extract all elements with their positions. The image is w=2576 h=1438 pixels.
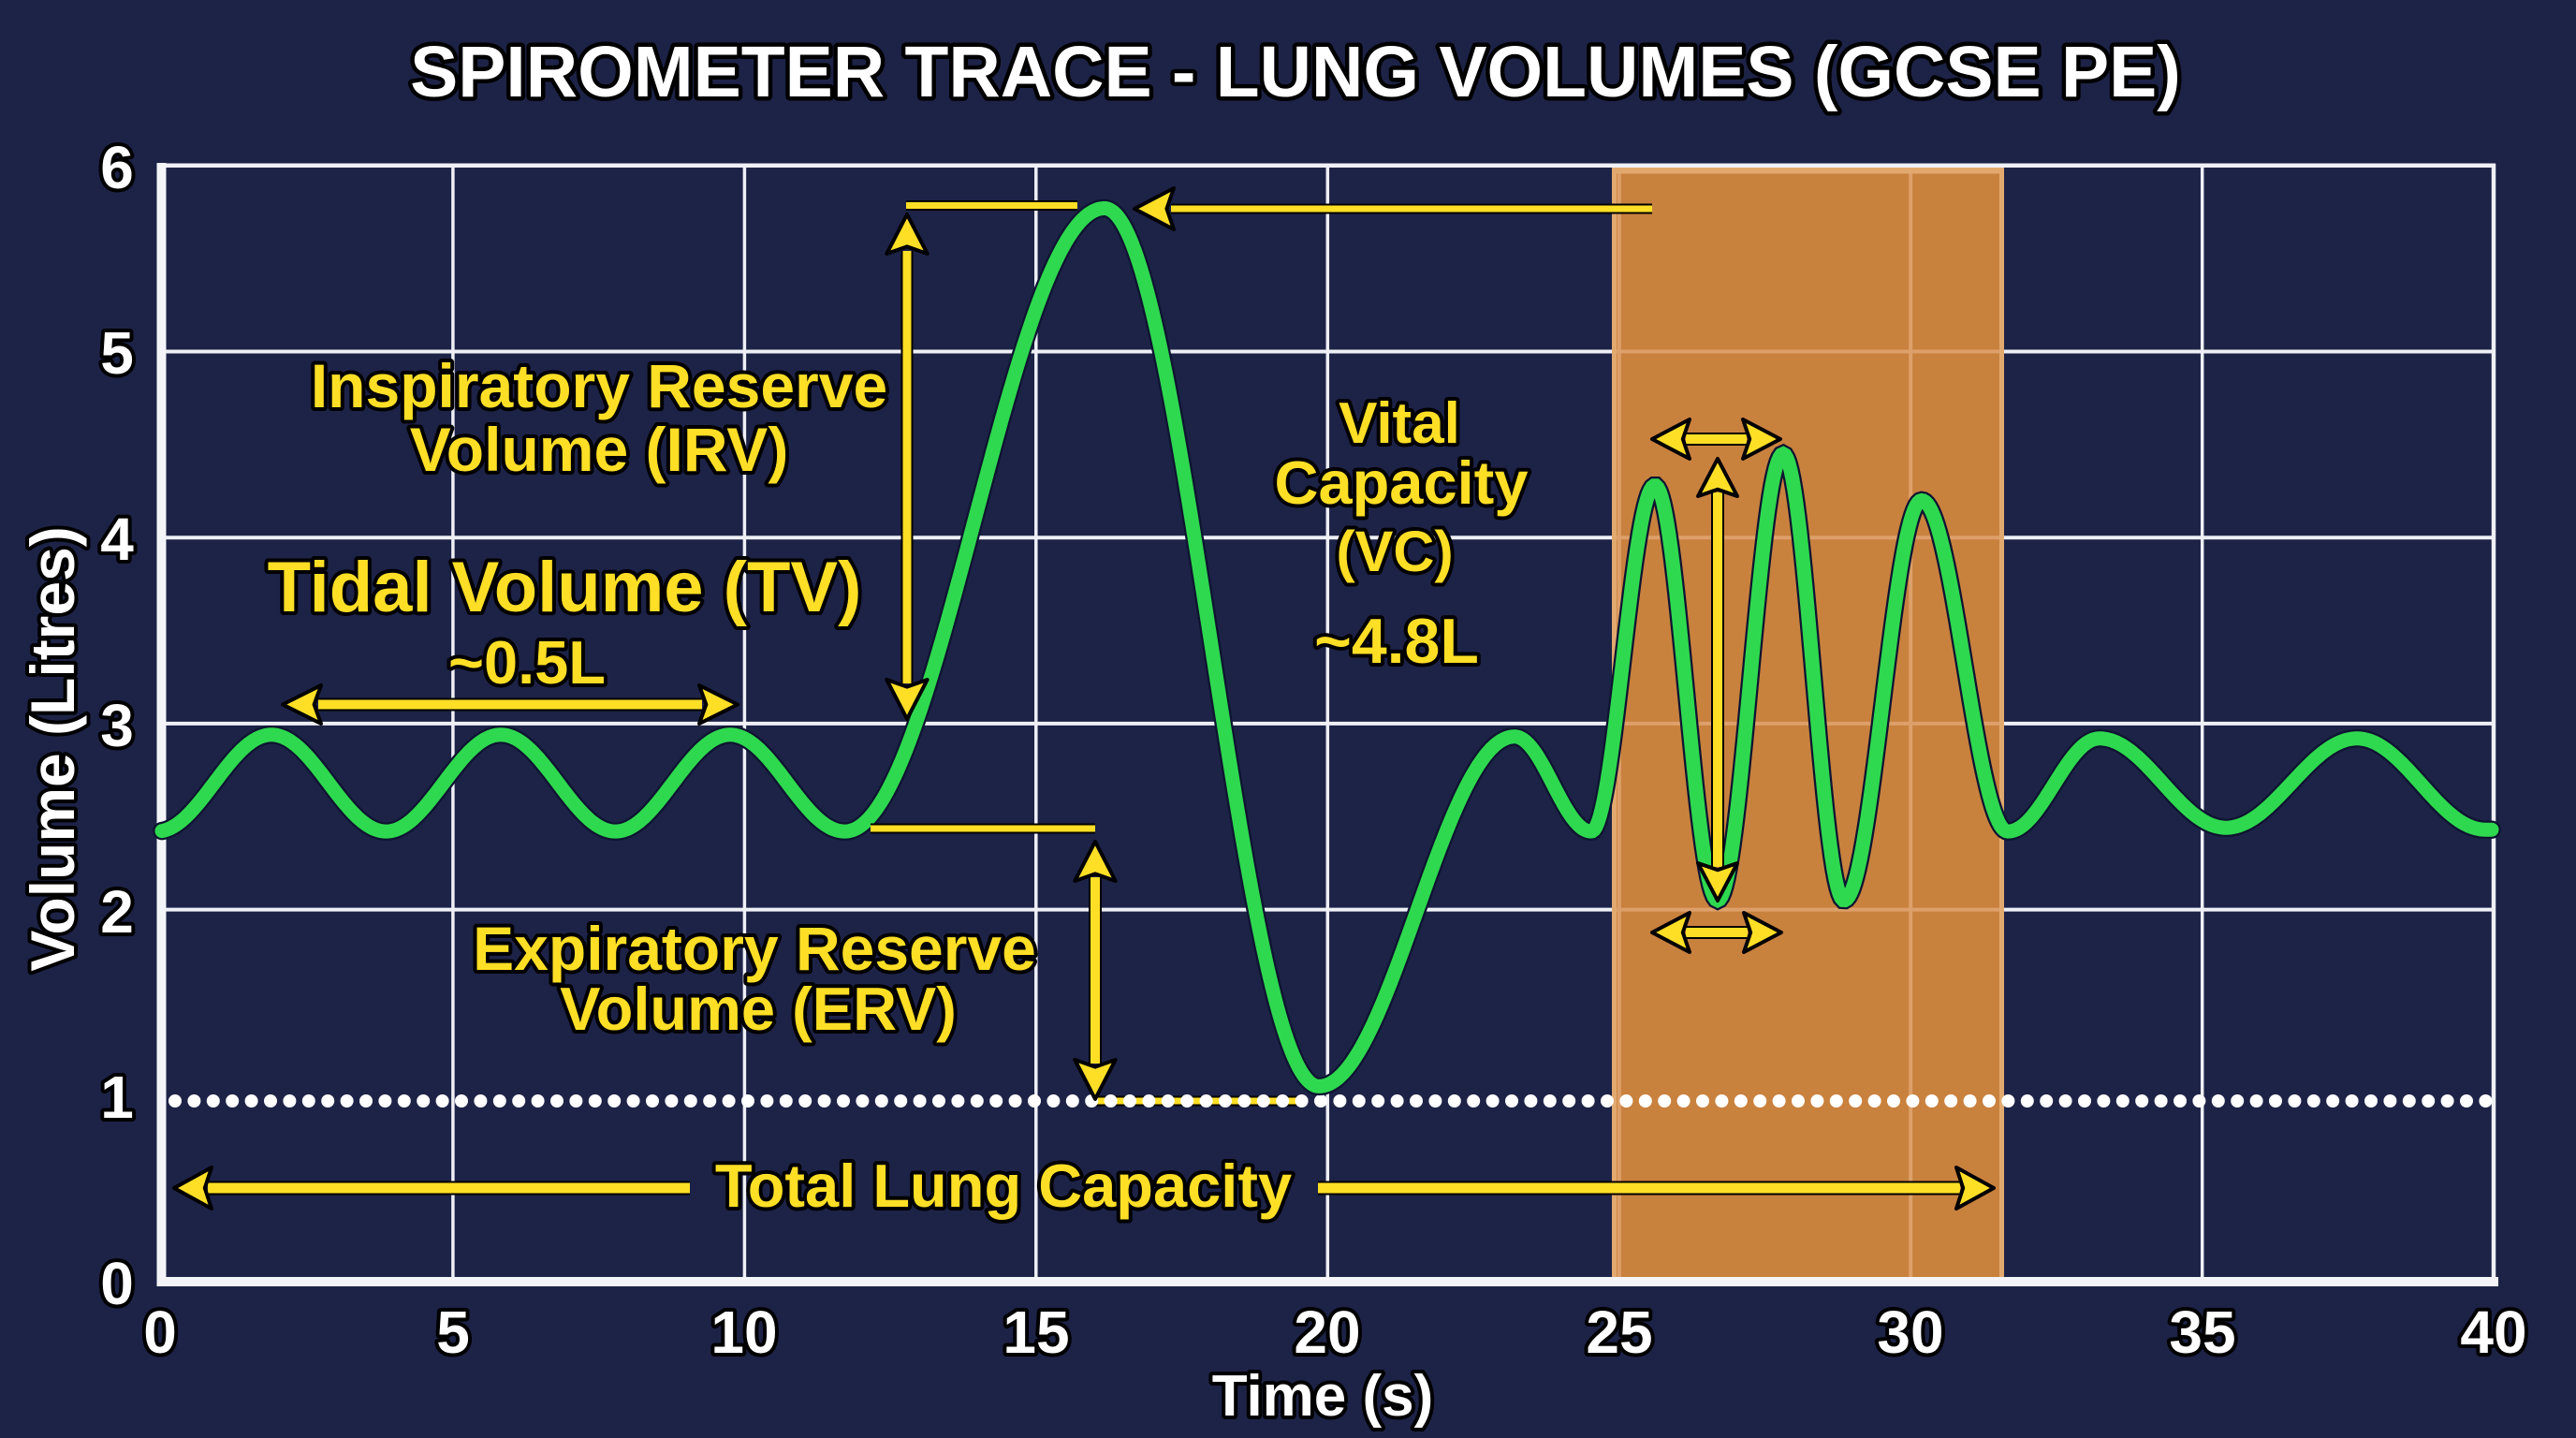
svg-text:5: 5 — [436, 1299, 470, 1366]
svg-text:Expiratory Reserve: Expiratory Reserve — [473, 914, 1036, 983]
svg-text:(VC): (VC) — [1336, 520, 1453, 583]
svg-text:40: 40 — [2460, 1299, 2526, 1366]
svg-text:Capacity: Capacity — [1275, 448, 1529, 517]
svg-text:15: 15 — [1003, 1299, 1069, 1366]
svg-text:30: 30 — [1877, 1299, 1943, 1366]
svg-text:Inspiratory Reserve: Inspiratory Reserve — [311, 351, 887, 420]
svg-text:10: 10 — [710, 1299, 777, 1366]
svg-text:Volume (ERV): Volume (ERV) — [560, 975, 957, 1043]
svg-text:25: 25 — [1586, 1299, 1652, 1366]
svg-text:35: 35 — [2169, 1299, 2235, 1366]
svg-text:3: 3 — [100, 692, 134, 759]
svg-text:~4.8L: ~4.8L — [1314, 606, 1479, 677]
svg-text:4: 4 — [100, 506, 134, 573]
svg-text:Total Lung Capacity: Total Lung Capacity — [715, 1152, 1292, 1220]
svg-text:0: 0 — [100, 1250, 134, 1317]
svg-text:Time (s): Time (s) — [1212, 1364, 1434, 1429]
svg-text:20: 20 — [1294, 1299, 1360, 1366]
svg-text:Volume (Litres): Volume (Litres) — [18, 526, 87, 972]
svg-text:2: 2 — [100, 878, 134, 946]
svg-text:Vital: Vital — [1339, 391, 1460, 456]
svg-text:SPIROMETER TRACE - LUNG VOLUME: SPIROMETER TRACE - LUNG VOLUMES (GCSE PE… — [410, 33, 2181, 112]
svg-text:6: 6 — [100, 134, 134, 201]
svg-text:5: 5 — [100, 319, 134, 387]
svg-text:Tidal Volume (TV): Tidal Volume (TV) — [268, 548, 862, 627]
svg-text:0: 0 — [143, 1299, 177, 1366]
svg-text:1: 1 — [100, 1064, 134, 1131]
svg-text:~0.5L: ~0.5L — [448, 628, 606, 697]
svg-text:Volume (IRV): Volume (IRV) — [410, 415, 789, 484]
